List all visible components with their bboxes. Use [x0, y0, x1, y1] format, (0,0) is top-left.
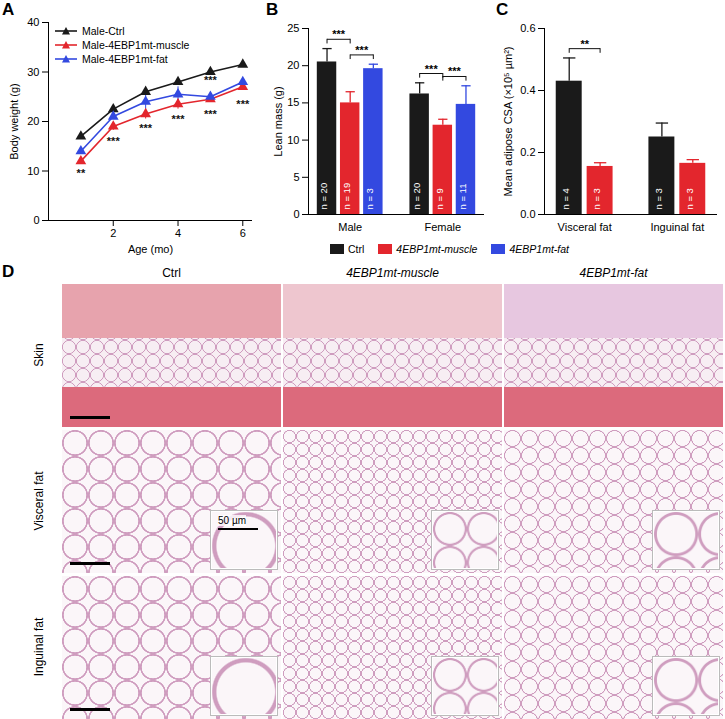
svg-text:***: *** — [236, 98, 250, 110]
html-text:4EBP1mt-fat: 4EBP1mt-fat — [579, 266, 648, 280]
svg-text:20: 20 — [287, 59, 299, 71]
svg-text:0.0: 0.0 — [520, 208, 535, 220]
svg-text:n = 3: n = 3 — [684, 188, 695, 209]
svg-text:n = 20: n = 20 — [411, 183, 422, 210]
html-text:B: B — [266, 0, 279, 19]
svg-text:Age (mo): Age (mo) — [128, 243, 173, 255]
svg-text:30: 30 — [27, 66, 39, 78]
html-text:50 µm: 50 µm — [218, 515, 246, 526]
svg-text:***: *** — [355, 44, 369, 56]
svg-text:***: *** — [204, 108, 218, 120]
html-text:Skin: Skin — [31, 342, 45, 367]
svg-text:0: 0 — [293, 208, 299, 220]
svg-text:Body weight (g): Body weight (g) — [8, 83, 20, 159]
svg-text:20: 20 — [27, 115, 39, 127]
svg-text:6: 6 — [240, 227, 246, 239]
html-text:4EBP1mt-fat: 4EBP1mt-fat — [509, 243, 569, 255]
html-text:Male-Ctrl: Male-Ctrl — [82, 25, 125, 37]
svg-text:Visceral fat: Visceral fat — [558, 221, 612, 233]
svg-text:0.6: 0.6 — [520, 22, 535, 34]
svg-text:***: *** — [107, 135, 121, 147]
svg-text:40: 40 — [27, 16, 39, 28]
html-text:C: C — [496, 0, 509, 19]
svg-text:***: *** — [425, 63, 439, 75]
svg-text:2: 2 — [110, 227, 116, 239]
svg-text:0: 0 — [33, 214, 39, 226]
svg-text:n = 11: n = 11 — [457, 184, 468, 210]
svg-text:Lean mass (g): Lean mass (g) — [272, 86, 284, 156]
svg-text:5: 5 — [293, 171, 299, 183]
svg-text:Inguinal fat: Inguinal fat — [650, 221, 704, 233]
svg-text:10: 10 — [27, 165, 39, 177]
svg-text:**: ** — [580, 38, 589, 50]
svg-text:15: 15 — [287, 96, 299, 108]
svg-text:25: 25 — [287, 22, 299, 34]
html-text:Visceral fat: Visceral fat — [31, 470, 45, 531]
html-text:4EBP1mt-muscle: 4EBP1mt-muscle — [396, 243, 478, 255]
html-text:Inguinal fat: Inguinal fat — [31, 617, 45, 676]
svg-text:n = 3: n = 3 — [591, 188, 602, 209]
svg-text:n = 3: n = 3 — [364, 188, 375, 209]
svg-text:***: *** — [172, 113, 186, 125]
svg-text:n = 3: n = 3 — [653, 188, 664, 209]
svg-text:0.4: 0.4 — [520, 84, 535, 96]
svg-text:***: *** — [139, 122, 153, 134]
svg-text:Female: Female — [424, 221, 461, 233]
svg-text:***: *** — [204, 74, 218, 86]
html-text:D: D — [2, 262, 15, 281]
svg-text:4: 4 — [175, 227, 181, 239]
svg-text:n = 20: n = 20 — [318, 183, 329, 210]
svg-text:0.2: 0.2 — [520, 146, 535, 158]
svg-text:Male: Male — [338, 221, 362, 233]
svg-text:n = 9: n = 9 — [434, 188, 445, 209]
html-text:Male-4EBP1mt-muscle: Male-4EBP1mt-muscle — [82, 39, 190, 51]
svg-text:10: 10 — [287, 134, 299, 146]
svg-text:n = 19: n = 19 — [341, 183, 352, 210]
svg-text:Mean adipose CSA (×10⁵ µm²): Mean adipose CSA (×10⁵ µm²) — [502, 47, 514, 197]
html-text:Male-4EBP1mt-fat: Male-4EBP1mt-fat — [82, 53, 168, 65]
svg-text:***: *** — [332, 28, 346, 40]
svg-text:***: *** — [448, 65, 462, 77]
html-text:4EBP1mt-muscle: 4EBP1mt-muscle — [346, 266, 439, 280]
svg-text:n = 4: n = 4 — [560, 188, 571, 209]
html-text:Ctrl: Ctrl — [162, 266, 181, 280]
svg-text:**: ** — [77, 167, 86, 179]
html-text:Ctrl: Ctrl — [348, 243, 365, 255]
html-text:A: A — [2, 0, 15, 19]
